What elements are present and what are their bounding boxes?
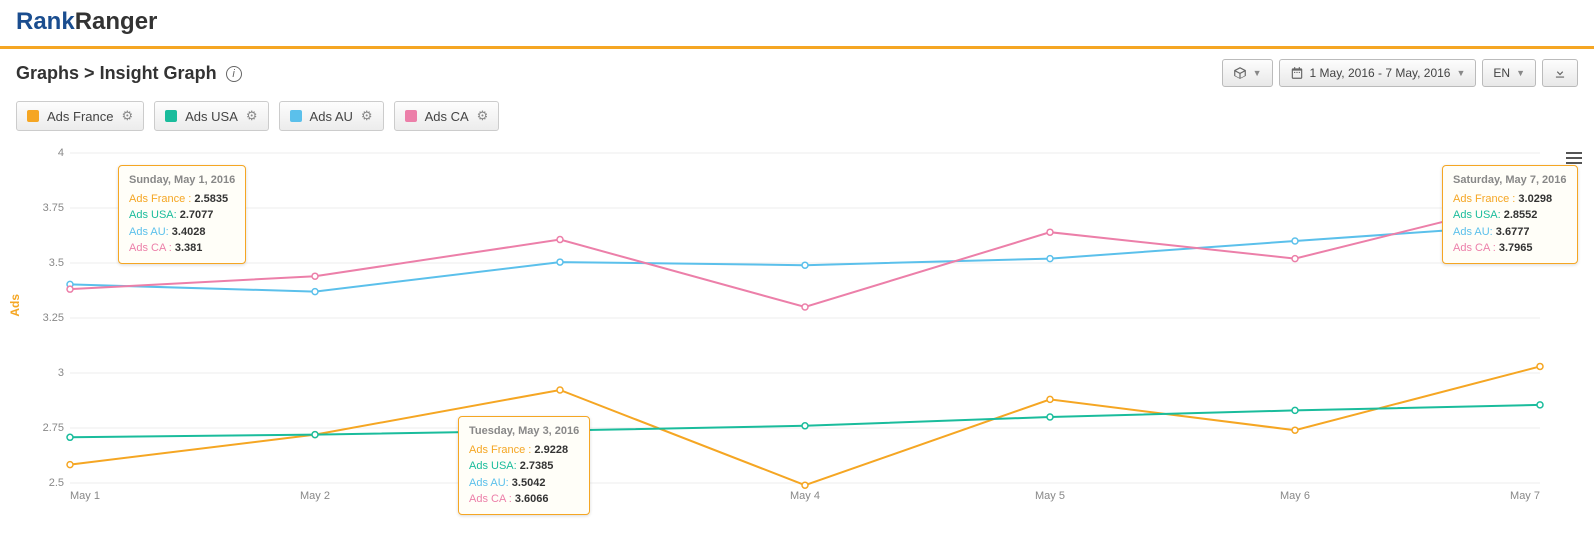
breadcrumb-sep: > — [84, 63, 100, 83]
svg-text:May 2: May 2 — [300, 490, 330, 502]
legend-row: Ads France ⚙ Ads USA ⚙ Ads AU ⚙ Ads CA ⚙ — [0, 97, 1594, 143]
logo: RankRanger — [16, 8, 1578, 36]
legend-label: Ads AU — [310, 109, 353, 124]
svg-text:3: 3 — [58, 367, 64, 379]
calendar-icon — [1290, 66, 1304, 80]
logo-part1: Rank — [16, 8, 75, 35]
language-label: EN — [1493, 66, 1510, 80]
gear-icon[interactable]: ⚙ — [121, 108, 133, 124]
tooltip-row: Ads CA : 3.381 — [129, 240, 235, 257]
svg-text:4: 4 — [58, 147, 64, 159]
toolbar: ▼ 1 May, 2016 - 7 May, 2016 ▼ EN ▼ — [1222, 59, 1578, 87]
legend-swatch — [27, 110, 39, 122]
tooltip-row: Ads AU: 3.4028 — [129, 224, 235, 241]
tooltip-2: Saturday, May 7, 2016 Ads France : 3.0298… — [1442, 165, 1578, 264]
svg-text:2.75: 2.75 — [43, 422, 64, 434]
download-icon — [1553, 66, 1567, 80]
svg-text:May 7: May 7 — [1510, 490, 1540, 502]
legend-swatch — [165, 110, 177, 122]
info-icon[interactable]: i — [226, 66, 242, 82]
tooltip-date: Tuesday, May 3, 2016 — [469, 423, 579, 440]
legend-swatch — [290, 110, 302, 122]
legend-item-3[interactable]: Ads CA ⚙ — [394, 101, 500, 131]
legend-item-2[interactable]: Ads AU ⚙ — [279, 101, 384, 131]
breadcrumb: Graphs > Insight Graph i — [16, 63, 1222, 84]
tooltip-1: Tuesday, May 3, 2016Ads France : 2.9228A… — [458, 416, 590, 515]
tooltip-date: Sunday, May 1, 2016 — [129, 172, 235, 189]
svg-text:3.75: 3.75 — [43, 202, 64, 214]
svg-text:May 1: May 1 — [70, 490, 100, 502]
legend-label: Ads France — [47, 109, 113, 124]
tooltip-row: Ads AU: 3.6777 — [1453, 224, 1567, 241]
date-range-label: 1 May, 2016 - 7 May, 2016 — [1310, 66, 1451, 80]
tooltip-row: Ads USA: 2.7385 — [469, 458, 579, 475]
tooltip-row: Ads CA : 3.6066 — [469, 491, 579, 508]
gear-icon[interactable]: ⚙ — [361, 108, 373, 124]
tooltip-date: Saturday, May 7, 2016 — [1453, 172, 1567, 189]
cube-icon — [1233, 66, 1247, 80]
svg-text:May 5: May 5 — [1035, 490, 1065, 502]
logo-part2: Ranger — [75, 8, 158, 35]
tooltip-row: Ads AU: 3.5042 — [469, 475, 579, 492]
svg-text:May 6: May 6 — [1280, 490, 1310, 502]
legend-label: Ads CA — [425, 109, 469, 124]
svg-text:3.25: 3.25 — [43, 312, 64, 324]
legend-label: Ads USA — [185, 109, 238, 124]
date-range-picker[interactable]: 1 May, 2016 - 7 May, 2016 ▼ — [1279, 59, 1477, 87]
legend-swatch — [405, 110, 417, 122]
language-dropdown[interactable]: EN ▼ — [1482, 59, 1536, 87]
gear-icon[interactable]: ⚙ — [246, 108, 258, 124]
line-chart: 43.753.53.2532.752.5May 1May 2May 3May 4… — [40, 143, 1560, 503]
breadcrumb-page: Insight Graph — [100, 63, 217, 83]
y-axis-label: Ads — [8, 294, 22, 317]
caret-icon: ▼ — [1253, 68, 1262, 78]
chart-container: Ads 43.753.53.2532.752.5May 1May 2May 3M… — [0, 143, 1594, 513]
tooltip-row: Ads France : 2.9228 — [469, 442, 579, 459]
svg-text:May 4: May 4 — [790, 490, 820, 502]
svg-text:2.5: 2.5 — [49, 477, 64, 489]
tooltip-row: Ads USA: 2.8552 — [1453, 207, 1567, 224]
breadcrumb-section[interactable]: Graphs — [16, 63, 79, 83]
legend-item-0[interactable]: Ads France ⚙ — [16, 101, 144, 131]
download-button[interactable] — [1542, 59, 1578, 87]
gear-icon[interactable]: ⚙ — [477, 108, 489, 124]
caret-icon: ▼ — [1456, 68, 1465, 78]
svg-text:3.5: 3.5 — [49, 257, 64, 269]
legend-item-1[interactable]: Ads USA ⚙ — [154, 101, 268, 131]
package-dropdown[interactable]: ▼ — [1222, 59, 1273, 87]
tooltip-row: Ads USA: 2.7077 — [129, 207, 235, 224]
subheader: Graphs > Insight Graph i ▼ 1 May, 2016 -… — [0, 49, 1594, 97]
tooltip-0: Sunday, May 1, 2016Ads France : 2.5835Ad… — [118, 165, 246, 264]
tooltip-row: Ads CA : 3.7965 — [1453, 240, 1567, 257]
tooltip-row: Ads France : 2.5835 — [129, 191, 235, 208]
caret-icon: ▼ — [1516, 68, 1525, 78]
tooltip-row: Ads France : 3.0298 — [1453, 191, 1567, 208]
header: RankRanger — [0, 0, 1594, 42]
